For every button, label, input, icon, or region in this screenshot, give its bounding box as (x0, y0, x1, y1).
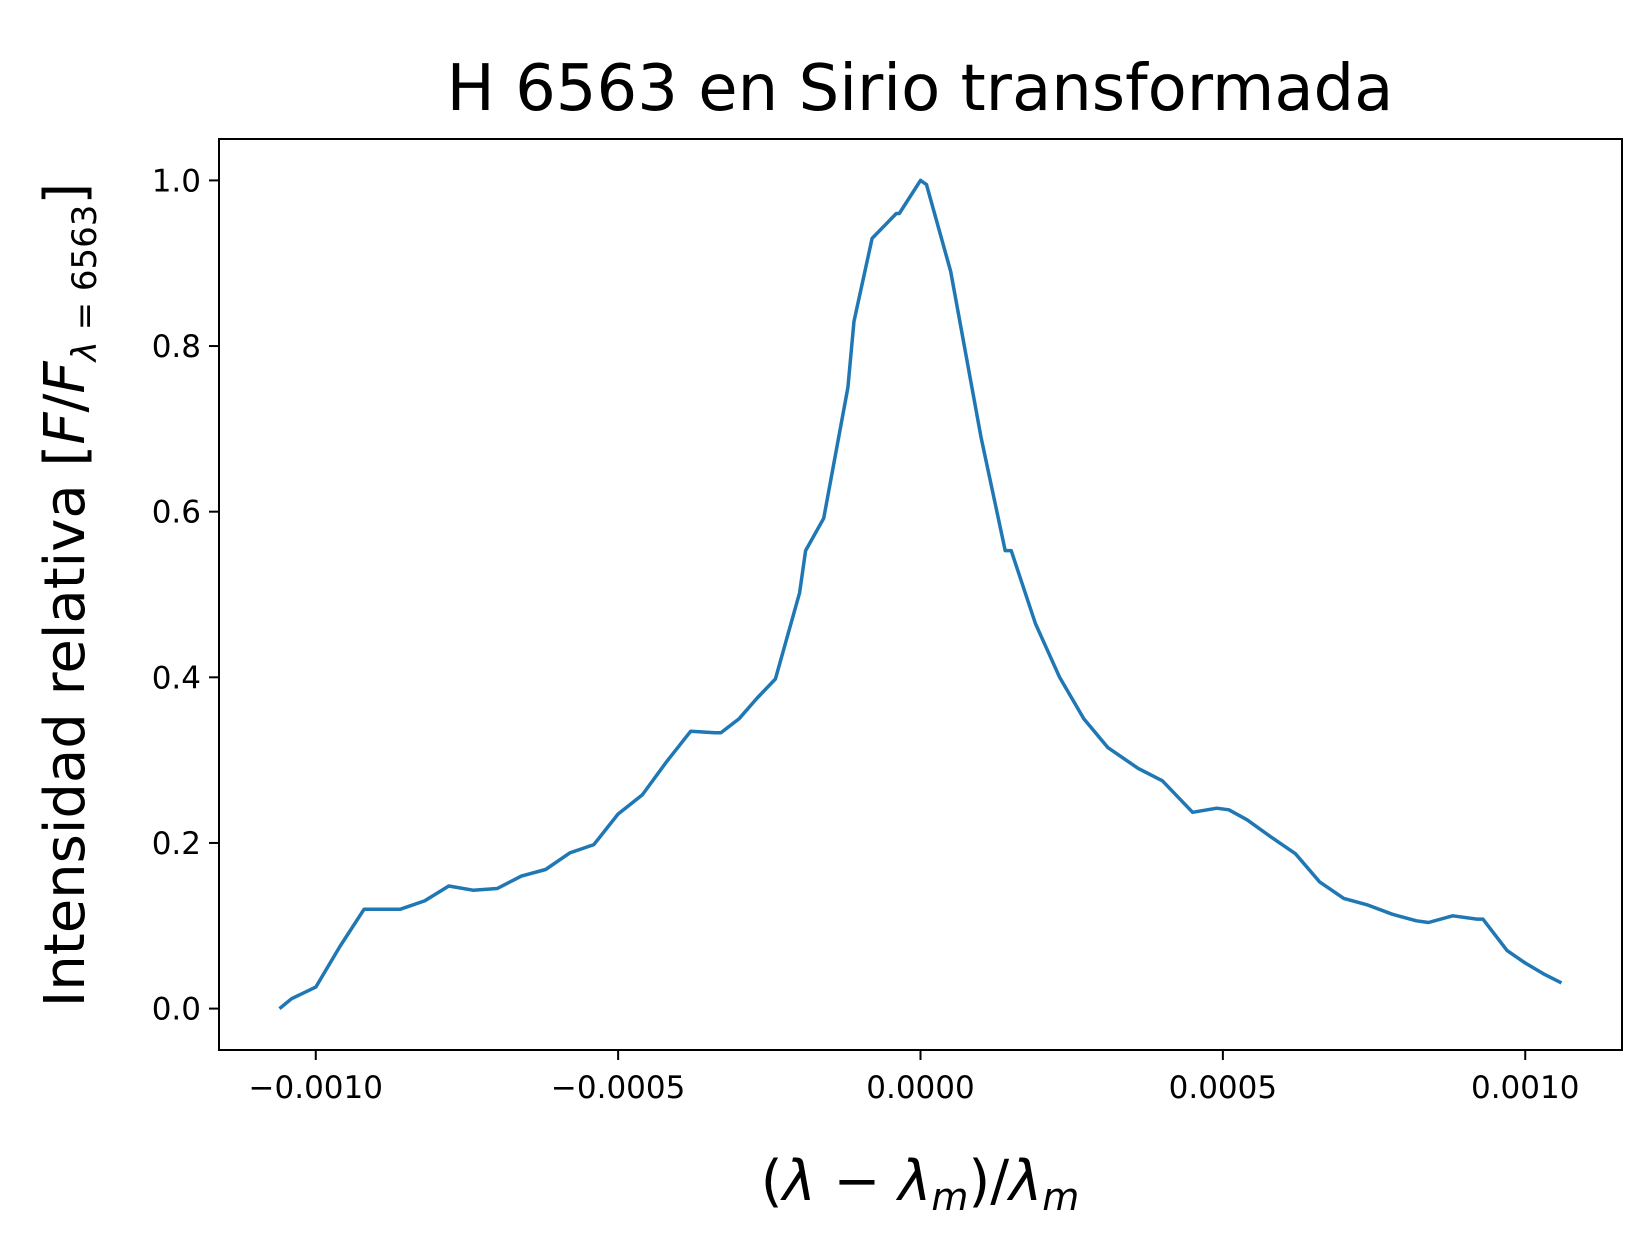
x-tick-label: 0.0000 (866, 1070, 974, 1106)
y-tick-label: 0.2 (152, 826, 201, 862)
x-tick-label: −0.0010 (249, 1070, 383, 1106)
x-tick-label: −0.0005 (551, 1070, 685, 1106)
chart-title: H 6563 en Sirio transformada (447, 52, 1394, 126)
y-tick-label: 0.6 (152, 495, 201, 531)
y-tick-label: 0.0 (152, 992, 201, 1028)
x-tick-label: 0.0010 (1471, 1070, 1579, 1106)
x-tick-label: 0.0005 (1169, 1070, 1277, 1106)
y-tick-label: 0.4 (152, 660, 201, 696)
x-axis-label: (λ − λm)/λm (761, 1149, 1080, 1219)
x-axis-ticks: −0.0010 −0.0005 0.0000 0.0005 0.0010 (249, 1050, 1579, 1106)
y-axis-label: Intensidad relativa [F/Fλ = 6563] (33, 183, 105, 1008)
y-axis-ticks: 0.0 0.2 0.4 0.6 0.8 1.0 (152, 163, 219, 1028)
plot-area-frame (218, 138, 1623, 1051)
y-tick-label: 1.0 (152, 163, 201, 199)
series-line (278, 178, 1563, 1010)
y-tick-label: 0.8 (152, 329, 201, 365)
